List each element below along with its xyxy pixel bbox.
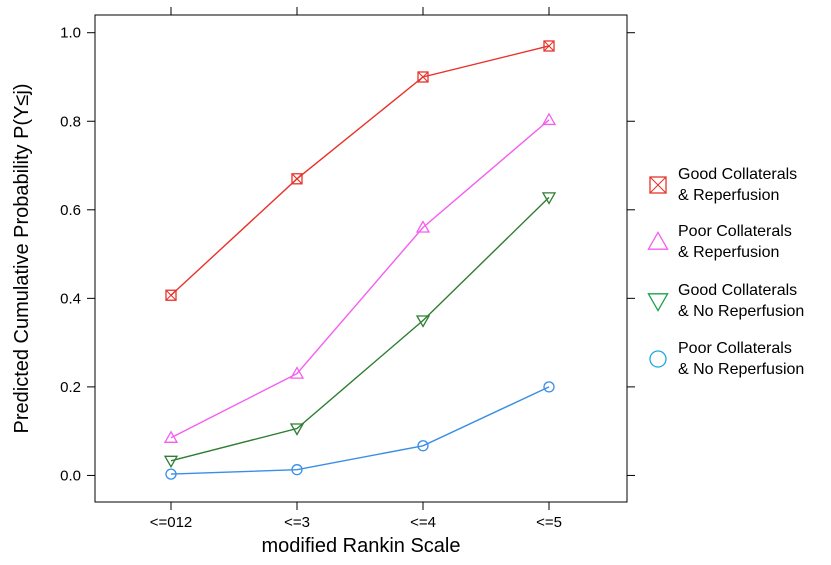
data-point: [289, 366, 305, 379]
y-tick-label: 0.2: [60, 379, 81, 396]
data-point: [417, 440, 429, 452]
marker-cross: [165, 289, 177, 301]
data-point: [543, 40, 555, 52]
series-3: [163, 192, 557, 469]
legend-label: & No Reperfusion: [678, 361, 804, 378]
y-tick-label: 1.0: [60, 25, 81, 42]
data-point: [165, 468, 177, 480]
marker-square: [417, 71, 429, 83]
series-line: [170, 119, 550, 439]
x-tick-label: <=5: [536, 514, 562, 531]
legend-marker: [647, 293, 669, 312]
legend-label: & No Reperfusion: [678, 303, 804, 320]
series-layer: [163, 40, 557, 480]
data-point: [163, 455, 179, 469]
x-axis-title: modified Rankin Scale: [262, 535, 461, 557]
y-tick-label: 0.4: [60, 290, 81, 307]
data-point: [289, 423, 305, 436]
y-axis-title: Predicted Cumulative Probability P(Y≤j): [11, 84, 33, 434]
legend-marker: [649, 350, 667, 368]
marker-cross: [291, 173, 303, 185]
data-point: [541, 192, 557, 205]
data-point: [415, 315, 431, 328]
legend-label: & Reperfusion: [678, 244, 779, 261]
series-2: [163, 112, 557, 443]
legend-label: Good Collaterals: [678, 166, 797, 183]
series-line: [170, 196, 550, 462]
legend-marker: [649, 176, 667, 194]
marker-square: [291, 173, 303, 185]
marker-square: [543, 40, 555, 52]
data-point: [291, 464, 303, 476]
y-tick-label: 0.6: [60, 202, 81, 219]
data-point: [417, 71, 429, 83]
marker-square: [649, 176, 667, 194]
data-point: [541, 112, 557, 126]
series-1: [165, 40, 555, 301]
legend-marker: [647, 231, 669, 250]
legend-label: & Reperfusion: [678, 187, 779, 204]
data-point: [165, 289, 177, 301]
series-line: [170, 45, 550, 296]
x-tick-label: <=4: [410, 514, 436, 531]
ticks-layer: <=012 <=3 <=4 <=5 0.0 0.2 0.4 0.6 0.8 1.0: [60, 7, 635, 531]
marker-cross: [543, 40, 555, 52]
x-tick-label: <=3: [284, 514, 310, 531]
marker-square: [165, 289, 177, 301]
series-4: [165, 381, 555, 480]
data-point: [291, 173, 303, 185]
legend-item: Good Collaterals & Reperfusion: [649, 166, 797, 204]
data-point: [415, 220, 431, 233]
series-line: [170, 386, 550, 475]
legend-label: Poor Collaterals: [678, 340, 792, 357]
data-point: [163, 430, 179, 443]
legend-label: Poor Collaterals: [678, 223, 792, 240]
x-tick-label: <=012: [150, 514, 193, 531]
y-tick-label: 0.0: [60, 467, 81, 484]
marker-cross: [417, 71, 429, 83]
y-tick-label: 0.8: [60, 113, 81, 130]
legend-item: Poor Collaterals & Reperfusion: [647, 223, 792, 261]
legend-item: Poor Collaterals & No Reperfusion: [649, 340, 804, 378]
data-point: [543, 381, 555, 393]
legend-label: Good Collaterals: [678, 282, 797, 299]
legend-item: Good Collaterals & No Reperfusion: [647, 282, 804, 320]
plot-frame: [94, 14, 628, 503]
marker-cross: [649, 176, 667, 194]
